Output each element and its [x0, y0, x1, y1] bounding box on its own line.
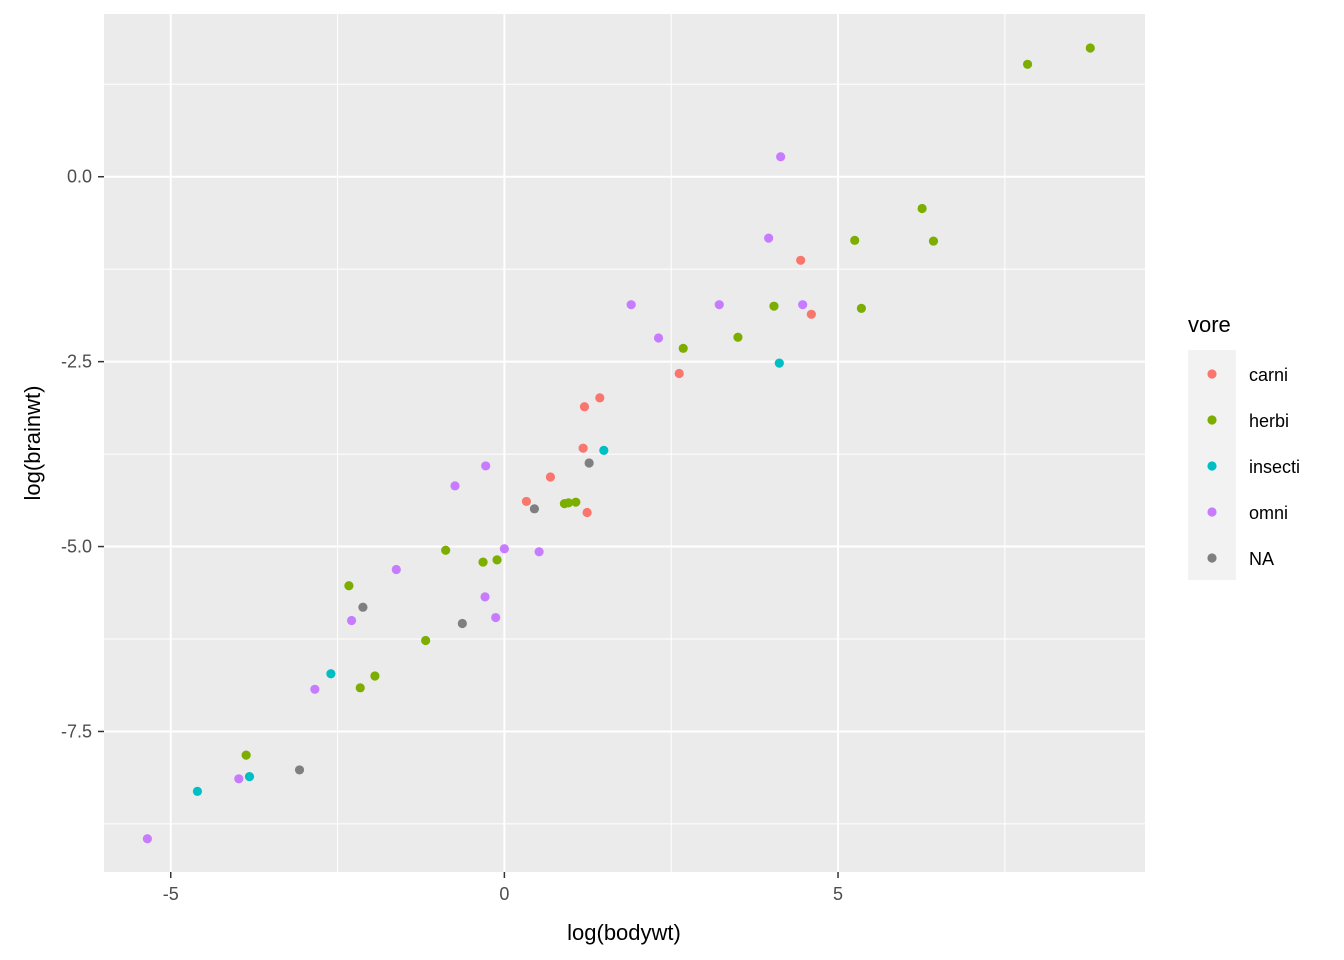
- x-tick-label: -5: [163, 884, 179, 904]
- data-point-carni: [521, 496, 532, 507]
- data-point-herbi: [441, 545, 451, 555]
- data-point-na: [584, 458, 594, 468]
- data-point-carni: [796, 255, 806, 265]
- data-point-herbi: [355, 683, 365, 693]
- x-tick-label: 0: [499, 884, 509, 904]
- data-point-herbi: [769, 301, 779, 311]
- data-point-carni: [674, 368, 684, 379]
- data-point-carni: [595, 393, 605, 403]
- data-point-herbi: [850, 235, 860, 245]
- data-point-herbi: [928, 236, 939, 246]
- data-point-herbi: [370, 671, 380, 681]
- data-point-insecti: [244, 771, 255, 782]
- data-point-herbi: [571, 497, 581, 507]
- data-point-herbi: [563, 498, 574, 508]
- major-gridlines: [104, 14, 1145, 872]
- x-axis-title: log(bodywt): [567, 920, 681, 945]
- data-point-omni: [346, 615, 357, 626]
- data-point-omni: [714, 300, 724, 310]
- data-point-herbi: [241, 750, 251, 760]
- data-point-omni: [499, 544, 509, 554]
- data-point-herbi: [421, 635, 431, 646]
- legend-key-insecti: [1207, 461, 1217, 471]
- x-tick-label: 5: [833, 884, 843, 904]
- data-point-insecti: [599, 445, 609, 455]
- data-point-omni: [391, 564, 401, 575]
- data-point-omni: [491, 612, 501, 623]
- legend-label-na: NA: [1249, 549, 1274, 569]
- data-point-omni: [234, 774, 244, 784]
- data-point-na: [457, 618, 467, 629]
- data-point-insecti: [326, 669, 336, 679]
- legend-entries: carni herbi insecti omni NA: [1207, 365, 1300, 569]
- data-point-herbi: [917, 203, 927, 214]
- data-point-herbi: [1022, 59, 1033, 69]
- data-point-omni: [764, 233, 774, 243]
- data-point-omni: [310, 684, 320, 694]
- data-point-omni: [798, 300, 808, 310]
- data-points: [142, 43, 1095, 844]
- data-point-herbi: [733, 332, 743, 342]
- data-point-insecti: [774, 358, 784, 368]
- data-point-herbi: [678, 343, 688, 353]
- data-point-omni: [480, 592, 490, 602]
- legend: vore carni herbi insecti omni NA: [1188, 312, 1300, 580]
- data-point-na: [358, 602, 368, 612]
- data-point-omni: [142, 834, 152, 844]
- data-point-omni: [534, 547, 544, 557]
- y-tick-label: 0.0: [67, 167, 92, 187]
- data-point-carni: [578, 443, 588, 453]
- data-point-carni: [806, 309, 816, 319]
- data-point-herbi: [1085, 43, 1095, 53]
- y-tick-label: -7.5: [61, 721, 92, 741]
- data-point-omni: [776, 152, 786, 162]
- legend-label-omni: omni: [1249, 503, 1288, 523]
- y-axis-ticks: 0.0 -2.5 -5.0 -7.5: [61, 167, 104, 741]
- legend-label-herbi: herbi: [1249, 411, 1289, 431]
- minor-gridlines: [3, 14, 1145, 872]
- legend-label-insecti: insecti: [1249, 457, 1300, 477]
- data-point-herbi: [856, 303, 866, 313]
- legend-key-carni: [1207, 369, 1217, 379]
- data-point-na: [529, 504, 540, 514]
- data-point-omni: [626, 300, 636, 310]
- legend-label-carni: carni: [1249, 365, 1288, 385]
- data-point-carni: [579, 402, 590, 412]
- data-point-na: [294, 765, 305, 775]
- data-point-carni: [582, 507, 592, 518]
- data-point-herbi: [478, 557, 488, 567]
- y-tick-label: -5.0: [61, 537, 92, 557]
- data-point-carni: [545, 472, 556, 482]
- data-point-omni: [450, 481, 460, 491]
- y-tick-label: -2.5: [61, 352, 92, 372]
- legend-key-herbi: [1207, 415, 1217, 425]
- legend-key-omni: [1207, 507, 1217, 517]
- data-point-omni: [481, 461, 491, 471]
- panel-background: [104, 14, 1145, 872]
- x-axis-ticks: -5 0 5: [163, 872, 843, 904]
- data-point-insecti: [192, 786, 203, 796]
- data-point-herbi: [492, 555, 502, 565]
- data-point-omni: [653, 333, 664, 343]
- legend-key-na: [1207, 553, 1217, 563]
- y-axis-title: log(brainwt): [20, 386, 45, 501]
- legend-title: vore: [1188, 312, 1231, 337]
- data-point-herbi: [344, 581, 354, 591]
